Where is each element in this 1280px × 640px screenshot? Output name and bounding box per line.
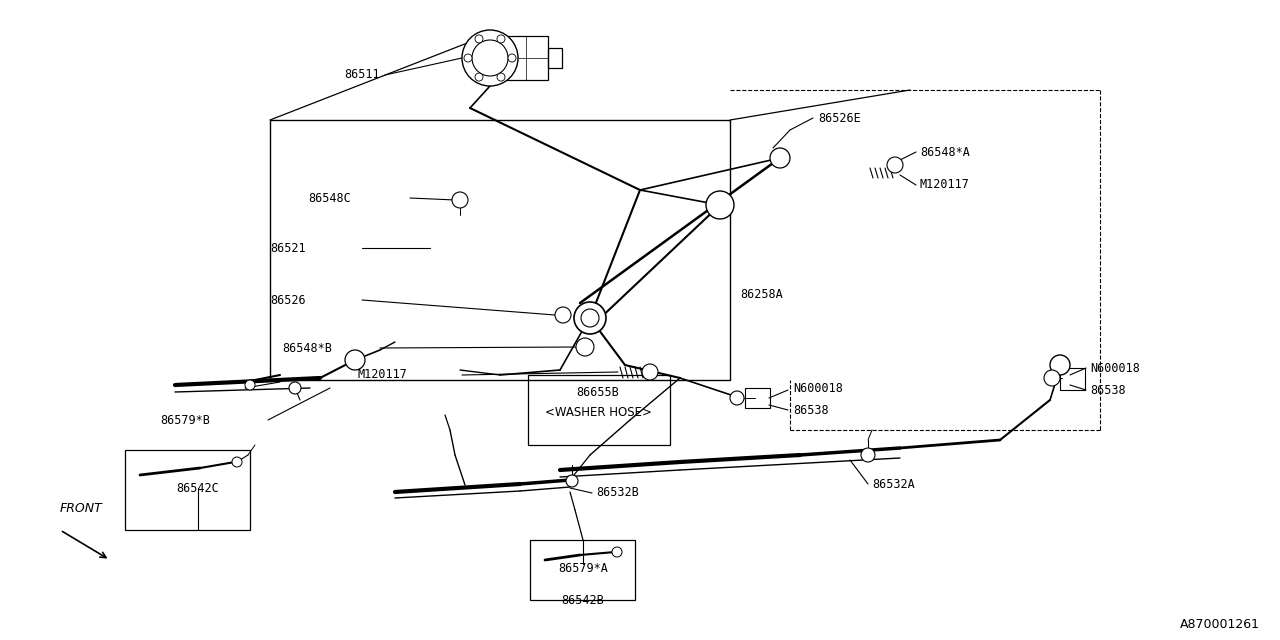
Circle shape: [475, 35, 483, 43]
Text: 86579*A: 86579*A: [558, 561, 608, 575]
Text: N600018: N600018: [1091, 362, 1140, 374]
Circle shape: [497, 35, 506, 43]
Bar: [270, 120, 730, 380]
Circle shape: [1044, 370, 1060, 386]
Text: M120117: M120117: [920, 179, 970, 191]
Text: 86538: 86538: [794, 403, 828, 417]
Circle shape: [573, 302, 605, 334]
Bar: [125, 450, 250, 530]
Text: 86258A: 86258A: [740, 289, 783, 301]
Circle shape: [1050, 355, 1070, 375]
Bar: [504, 36, 548, 80]
Text: 86538: 86538: [1091, 383, 1125, 397]
Text: 86532B: 86532B: [596, 486, 639, 499]
Circle shape: [452, 192, 468, 208]
Text: 86548C: 86548C: [308, 191, 351, 205]
Circle shape: [643, 364, 658, 380]
Text: A870001261: A870001261: [1180, 618, 1260, 632]
Circle shape: [232, 457, 242, 467]
Circle shape: [462, 30, 518, 86]
Bar: [530, 540, 635, 600]
Text: 86532A: 86532A: [872, 477, 915, 490]
Circle shape: [576, 338, 594, 356]
Text: 86548*A: 86548*A: [920, 145, 970, 159]
Text: <WASHER HOSE>: <WASHER HOSE>: [544, 406, 652, 419]
Circle shape: [346, 350, 365, 370]
Circle shape: [475, 73, 483, 81]
Circle shape: [707, 191, 733, 219]
Text: 86521: 86521: [270, 241, 306, 255]
Circle shape: [581, 309, 599, 327]
Circle shape: [465, 54, 472, 62]
Text: N600018: N600018: [794, 381, 842, 394]
Bar: [745, 388, 771, 408]
Circle shape: [861, 448, 876, 462]
Text: FRONT: FRONT: [60, 502, 102, 515]
Text: 86655B: 86655B: [576, 387, 620, 399]
Bar: [548, 48, 562, 68]
Circle shape: [508, 54, 516, 62]
Text: M120117: M120117: [358, 369, 408, 381]
Circle shape: [612, 547, 622, 557]
Circle shape: [244, 380, 255, 390]
Circle shape: [566, 475, 579, 487]
Text: 86526: 86526: [270, 294, 306, 307]
Circle shape: [887, 157, 902, 173]
Circle shape: [730, 391, 744, 405]
Text: 86542C: 86542C: [177, 481, 219, 495]
Text: 86526E: 86526E: [818, 111, 860, 125]
Circle shape: [771, 148, 790, 168]
Text: 86579*B: 86579*B: [160, 413, 210, 426]
Circle shape: [472, 40, 508, 76]
Circle shape: [289, 382, 301, 394]
Text: 86548*B: 86548*B: [282, 342, 332, 355]
Bar: [529, 375, 669, 445]
Circle shape: [556, 307, 571, 323]
Bar: [1060, 368, 1085, 390]
Text: 86511: 86511: [344, 68, 380, 81]
Circle shape: [497, 73, 506, 81]
Text: 86542B: 86542B: [562, 593, 604, 607]
